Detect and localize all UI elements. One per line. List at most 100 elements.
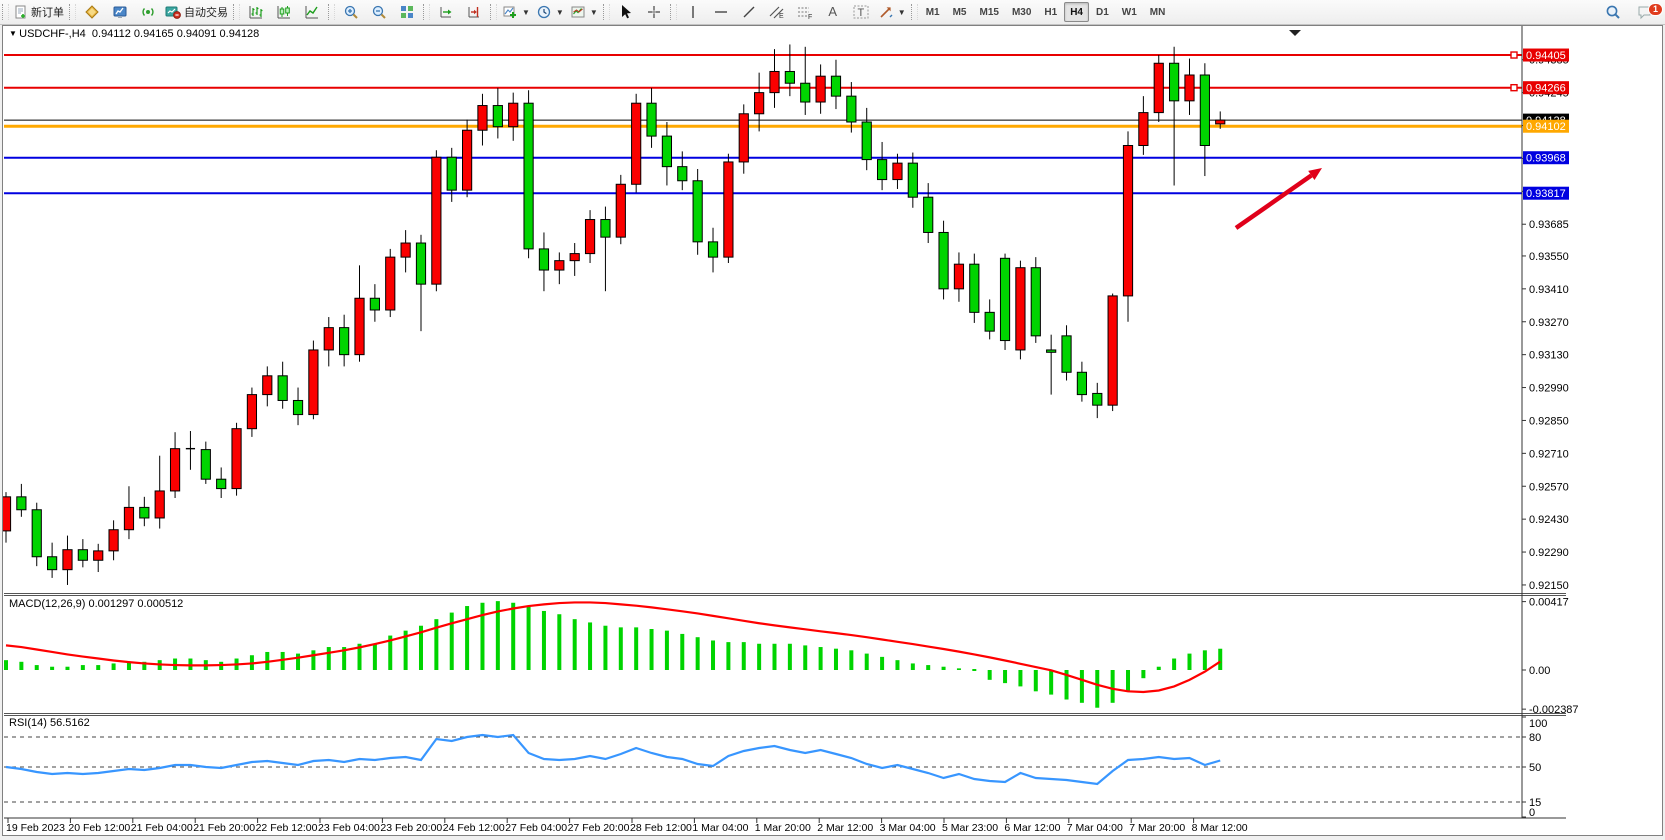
candle-down [923, 196, 934, 233]
chart-shift-marker-icon[interactable] [1289, 30, 1301, 36]
vertical-line-tool-button[interactable] [679, 1, 707, 23]
timeframe-m15-button[interactable]: M15 [979, 6, 999, 18]
timeframe-mn-button[interactable]: MN [1149, 6, 1166, 18]
candle-down [1030, 267, 1041, 337]
chart-canvas[interactable]: 0.943850.942450.941050.939650.938250.936… [3, 26, 1662, 835]
timeframe-m30-button[interactable]: M30 [1011, 6, 1032, 18]
macd-bar [557, 614, 562, 670]
toolbar-grip [328, 4, 335, 20]
time-tick-label: 27 Feb 20:00 [568, 822, 630, 834]
timeframe-w1-button[interactable]: W1 [1121, 6, 1137, 18]
macd-bar [1064, 670, 1069, 700]
candle-up [1215, 119, 1226, 125]
macd-bar [1110, 670, 1115, 703]
timeframe-h1-button[interactable]: H1 [1044, 6, 1058, 18]
macd-scale-label: 0.00 [1529, 665, 1550, 677]
mql5-community-button[interactable] [78, 1, 106, 23]
macd-bar [142, 661, 147, 670]
zoom-out-button[interactable] [365, 1, 393, 23]
bar-chart-mode-button[interactable] [242, 1, 270, 23]
new-order-icon [14, 5, 28, 19]
toolbar-grip [423, 4, 430, 20]
macd-bar [1033, 670, 1038, 692]
text-tool-button[interactable]: A [819, 1, 847, 23]
timeframe-d1-button[interactable]: D1 [1096, 6, 1109, 18]
timeframe-h4-button[interactable]: H4 [1064, 2, 1089, 22]
macd-bar [449, 612, 454, 670]
candle-up [569, 253, 580, 262]
svg-text:F: F [808, 14, 812, 20]
chart-shift-button[interactable] [460, 1, 488, 23]
shapes-arrows-button[interactable]: ▼ [875, 1, 909, 23]
templates-button[interactable]: ▼ [567, 1, 601, 23]
svg-text:T: T [857, 7, 864, 19]
macd-bar [818, 647, 823, 670]
macd-bar [1126, 670, 1131, 692]
trend-arrow-head[interactable] [1308, 168, 1322, 180]
line-chart-mode-button[interactable] [298, 1, 326, 23]
candle-up [385, 256, 396, 311]
price-tick-label: 0.92430 [1529, 514, 1569, 526]
level-price-label: 0.94405 [1526, 50, 1566, 62]
macd-bar [1049, 670, 1054, 695]
candle-up [554, 260, 565, 271]
candle-down [830, 75, 842, 97]
equidistant-channel-tool-button[interactable]: E [763, 1, 791, 23]
timeframe-m5-button[interactable]: M5 [952, 6, 967, 18]
candle-down [646, 102, 657, 137]
time-tick-label: 6 Mar 12:00 [1004, 822, 1060, 834]
rsi-name: RSI(14) [9, 717, 47, 729]
candle-down [1169, 62, 1180, 102]
candlestick-mode-button[interactable] [270, 1, 298, 23]
candle-down [47, 556, 58, 571]
candle-down [31, 509, 42, 558]
label-tool-button[interactable]: T [847, 1, 875, 23]
market-button[interactable] [106, 1, 134, 23]
periods-button[interactable]: ▼ [533, 1, 567, 23]
macd-bar [4, 660, 8, 670]
trend-arrow-shaft[interactable] [1234, 173, 1313, 230]
chart-menu-triangle-icon[interactable]: ▼ [9, 29, 20, 38]
notifications-button[interactable]: 1 [1631, 1, 1663, 23]
cursor-tool-button[interactable] [612, 1, 640, 23]
signals-button[interactable] [134, 1, 162, 23]
fibonacci-tool-button[interactable]: F [791, 1, 819, 23]
level-price-label-box [1523, 119, 1569, 133]
macd-bar [1079, 670, 1084, 703]
new-order-button[interactable]: 新订单 [11, 1, 67, 23]
macd-bar [1202, 650, 1207, 670]
candle-down [846, 95, 857, 123]
line-endpoint-handle[interactable] [1510, 51, 1518, 59]
line-endpoint-handle[interactable] [1510, 83, 1518, 92]
macd-bar [695, 637, 700, 670]
zoom-in-button[interactable] [337, 1, 365, 23]
horizontal-line-tool-button[interactable] [707, 1, 735, 23]
toolbar-grip [602, 4, 610, 20]
trendline-tool-button[interactable] [735, 1, 763, 23]
macd-values: 0.001297 0.000512 [88, 598, 184, 610]
candle-up [1153, 62, 1164, 114]
candle-up [615, 183, 626, 238]
candle-down [139, 506, 150, 519]
add-indicator-button[interactable]: ▼ [499, 1, 533, 23]
candle-up [953, 263, 965, 290]
macd-bar [403, 630, 408, 670]
macd-bar [726, 642, 731, 670]
macd-bar [772, 643, 777, 670]
time-tick-label: 23 Feb 20:00 [380, 822, 442, 834]
auto-trading-button[interactable]: 自动交易 [162, 1, 231, 23]
timeframe-group: M1 M5 M15 M30 H1 H4 D1 W1 MN [920, 2, 1172, 22]
level-price-label-box [1523, 81, 1569, 95]
auto-scroll-button[interactable] [432, 1, 460, 23]
time-tick-label: 3 Mar 04:00 [880, 822, 936, 834]
macd-bar [880, 656, 885, 670]
timeframe-m1-button[interactable]: M1 [925, 6, 940, 18]
candle-down [339, 327, 350, 356]
search-button[interactable] [1599, 1, 1627, 23]
toolbar-grip [669, 4, 677, 20]
rsi-value: 56.5162 [49, 717, 90, 729]
tile-windows-button[interactable] [393, 1, 421, 23]
crosshair-tool-button[interactable] [640, 1, 668, 23]
time-tick-label: 23 Feb 04:00 [318, 822, 380, 834]
chevron-down-icon: ▼ [522, 7, 530, 17]
